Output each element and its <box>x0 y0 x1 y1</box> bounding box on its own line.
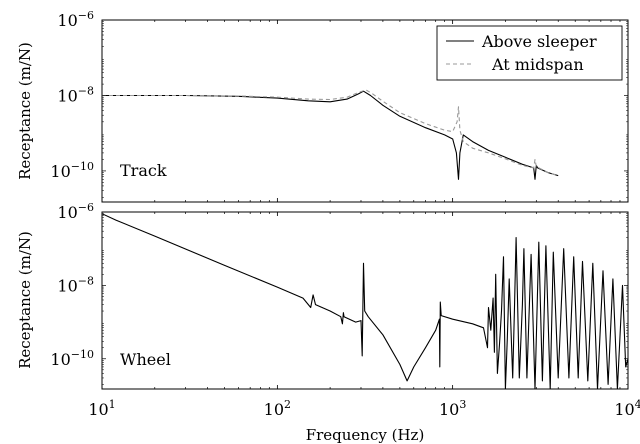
track-y-tick-label: 10−10 <box>50 160 94 181</box>
legend-label-at-midspan: At midspan <box>491 55 584 74</box>
legend-label-above-sleeper: Above sleeper <box>481 32 597 51</box>
track-y-axis-label: Receptance (m/N) <box>16 42 34 180</box>
track-y-tick-label: 10−8 <box>57 84 94 105</box>
wheel-plot-frame <box>101 211 629 390</box>
track-y-tick-label: 10−6 <box>57 9 94 30</box>
track-panel-label: Track <box>120 161 167 180</box>
wheel-y-tick-label: 10−8 <box>57 274 94 295</box>
track-series-1 <box>102 89 559 177</box>
wheel-y-tick-label: 10−6 <box>57 201 94 222</box>
wheel-panel: 10−6 10−8 10−10 101 102 103 104 Wheel Receptan… <box>16 201 640 444</box>
track-plot-frame <box>101 19 629 203</box>
legend: Above sleeper At midspan <box>436 25 623 81</box>
track-series-0 <box>102 90 559 180</box>
wheel-x-tick-label: 103 <box>439 398 466 419</box>
wheel-x-tick-label: 104 <box>614 398 640 419</box>
wheel-panel-label: Wheel <box>120 350 171 369</box>
wheel-x-tick-label: 101 <box>88 398 115 419</box>
track-panel: 10−6 10−8 10−10 Track Above sleeper At mid… <box>16 9 629 203</box>
wheel-x-tick-label: 102 <box>264 398 291 419</box>
wheel-series-0 <box>102 213 628 389</box>
legend-box <box>436 25 623 81</box>
wheel-y-axis-label: Receptance (m/N) <box>16 231 34 369</box>
wheel-y-tick-label: 10−10 <box>50 348 94 369</box>
x-axis-label: Frequency (Hz) <box>306 426 425 444</box>
